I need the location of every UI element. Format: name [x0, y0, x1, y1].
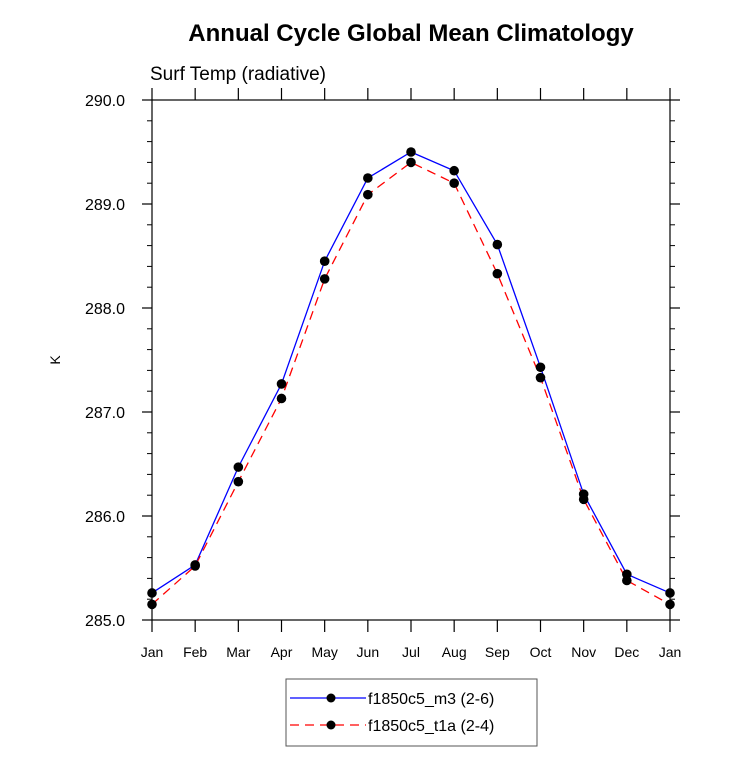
x-tick-label: Sep: [485, 644, 510, 660]
y-tick-label: 290.0: [85, 93, 125, 110]
legend-label-0: f1850c5_m3 (2-6): [368, 691, 494, 708]
x-tick-label: Jan: [141, 644, 164, 660]
data-point-1: [406, 157, 416, 168]
x-tick-label: May: [311, 644, 337, 660]
x-tick-label: Jul: [402, 644, 420, 660]
chart-subtitle: Surf Temp (radiative): [150, 64, 326, 85]
plot-frame: [151, 99, 671, 621]
data-point-0: [233, 462, 244, 472]
data-point-0: [363, 173, 373, 183]
data-point-1: [319, 274, 330, 284]
series-group: [147, 147, 675, 610]
x-tick-label: Jan: [659, 644, 682, 660]
x-tick-label: Oct: [530, 644, 552, 660]
data-point-1: [190, 561, 200, 571]
data-point-0: [319, 256, 330, 267]
x-tick-label: Dec: [614, 644, 639, 660]
y-tick-label: 286.0: [85, 509, 125, 526]
series-line-0: [151, 151, 671, 594]
data-point-0: [406, 147, 416, 157]
chart-title: Annual Cycle Global Mean Climatology: [188, 20, 634, 47]
legend: f1850c5_m3 (2-6) f1850c5_t1a (2-4): [285, 678, 538, 747]
legend-marker-1: [326, 720, 336, 730]
series-line-1: [151, 161, 671, 605]
data-point-0: [449, 165, 459, 176]
y-axis-label: K: [47, 355, 63, 365]
data-point-1: [665, 599, 675, 610]
data-point-0: [492, 239, 503, 250]
legend-box: [285, 678, 538, 747]
x-tick-label: Apr: [271, 644, 293, 660]
data-point-1: [147, 599, 157, 610]
data-point-1: [449, 178, 459, 188]
data-point-1: [363, 189, 373, 200]
x-tick-label: Aug: [442, 644, 467, 660]
data-point-1: [233, 476, 244, 487]
y-tick-label: 288.0: [85, 301, 125, 318]
data-point-1: [492, 268, 503, 279]
data-point-1: [578, 494, 589, 505]
y-tick-label: 289.0: [85, 197, 125, 214]
legend-marker-0: [326, 693, 336, 703]
x-tick-label: Nov: [571, 644, 596, 660]
data-point-1: [622, 575, 632, 586]
data-point-0: [276, 379, 287, 389]
data-point-0: [665, 588, 675, 598]
axes: 285.0 286.0 287.0 288.0 289.0 290.0 Jan Feb Mar A…: [85, 88, 681, 660]
y-tick-label: 287.0: [85, 405, 125, 422]
data-point-1: [535, 372, 546, 383]
y-tick-label: 285.0: [85, 613, 125, 630]
x-tick-label: Jun: [357, 644, 380, 660]
x-tick-label: Feb: [183, 644, 207, 660]
data-point-0: [147, 588, 157, 598]
legend-label-1: f1850c5_t1a (2-4): [368, 718, 494, 735]
data-point-1: [276, 393, 287, 404]
data-point-0: [535, 362, 546, 373]
x-tick-label: Mar: [226, 644, 250, 660]
